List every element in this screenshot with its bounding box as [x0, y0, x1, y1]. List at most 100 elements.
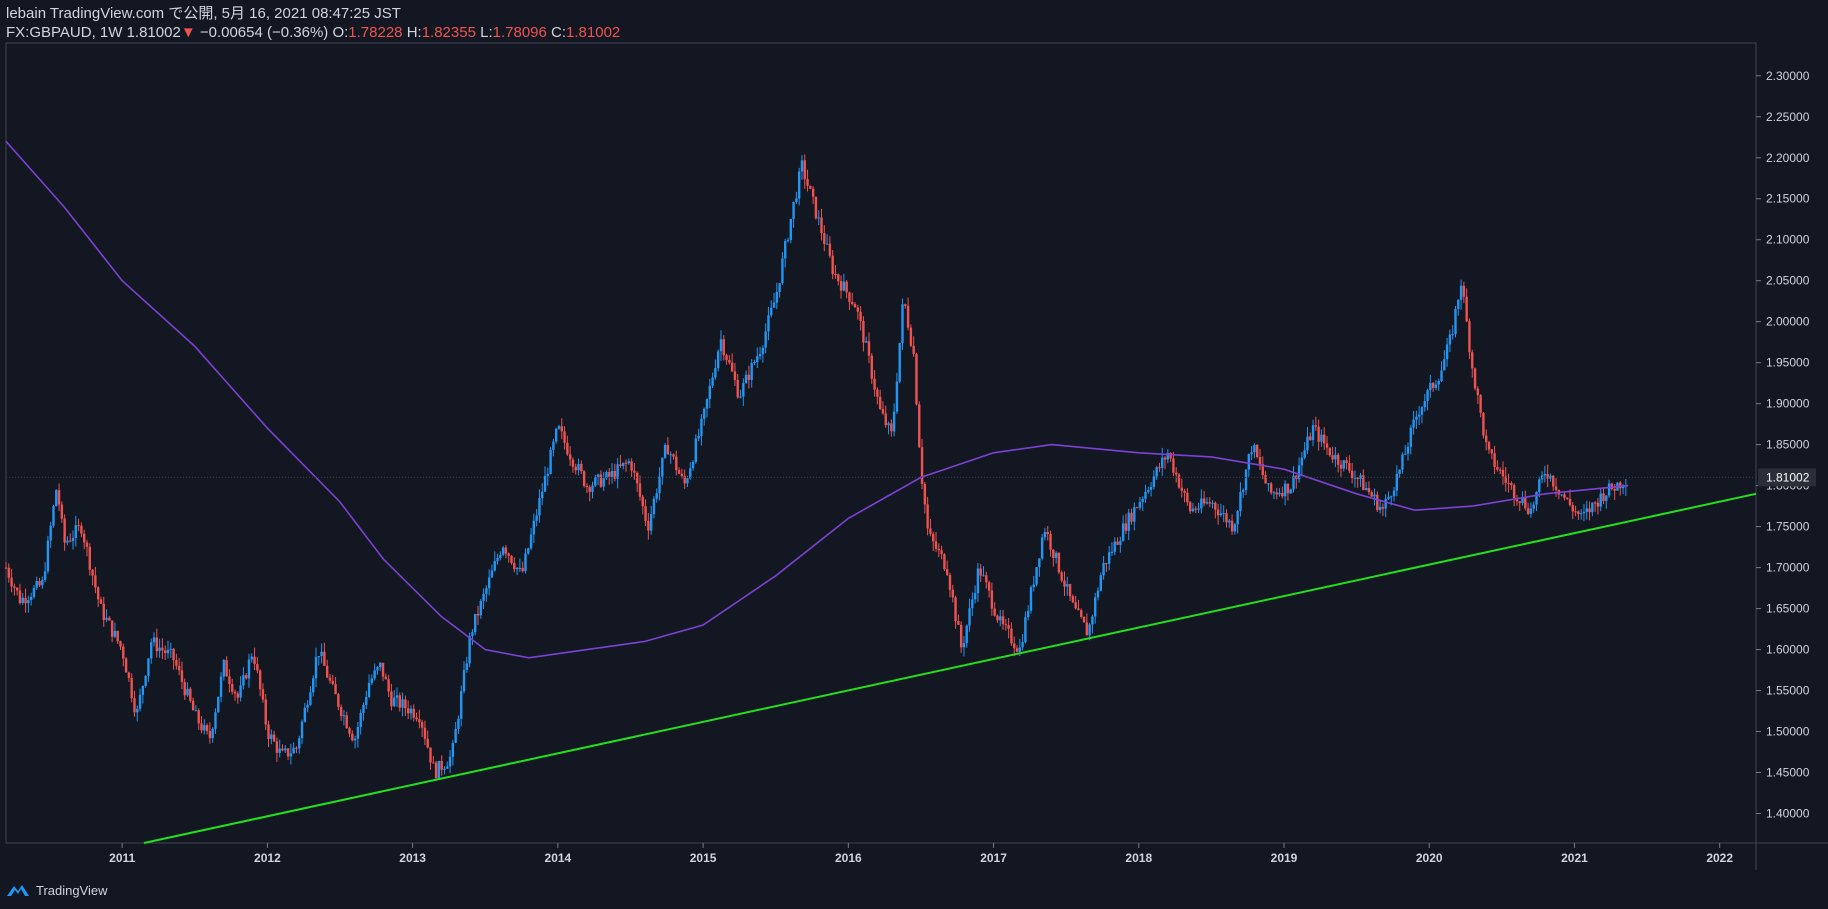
support-trendline[interactable] [143, 492, 1757, 844]
candle-body [1370, 492, 1373, 497]
candle-body [1205, 502, 1209, 504]
candle-body [915, 354, 918, 405]
price-axis[interactable]: 1.40000 1.45000 1.50000 1.55000 1.60000 1.650… [1756, 69, 1810, 821]
candle-body [1588, 508, 1591, 513]
candle-body [1021, 642, 1024, 648]
candle-body [825, 243, 829, 245]
candle-body [1339, 464, 1343, 469]
candle-body [1088, 624, 1091, 636]
candle-body [1529, 508, 1533, 514]
candle-body [211, 728, 214, 739]
candle-body [1155, 467, 1158, 477]
candle-body [1124, 523, 1128, 531]
candle-body [663, 444, 667, 458]
candle-body [275, 741, 279, 753]
candle-body [127, 672, 131, 678]
candle-body [1222, 512, 1225, 514]
candle-body [666, 444, 670, 455]
candle-body [1147, 489, 1150, 492]
publish-line: lebain TradingView.com で公開, 5月 16, 2021 … [6, 5, 401, 22]
candle-body [859, 311, 862, 321]
candle-body [476, 613, 480, 616]
y-tick-label: 1.55000 [1766, 684, 1810, 698]
candle-body [1566, 497, 1569, 499]
candle-body [208, 731, 212, 739]
candle-body [231, 684, 234, 692]
candle-body [1116, 541, 1119, 545]
x-tick-label: 2017 [980, 851, 1007, 865]
candle-body [1498, 469, 1502, 471]
candle-body [1457, 299, 1460, 309]
candle-body [1004, 624, 1008, 626]
candle-body [733, 371, 737, 380]
candle-body [1038, 558, 1041, 568]
candle-body [409, 708, 413, 714]
candle-body [281, 748, 284, 751]
candle-body [1032, 584, 1035, 588]
candle-body [487, 577, 491, 589]
candle-body [1317, 426, 1320, 442]
candle-body [661, 457, 664, 477]
candle-body [1482, 412, 1485, 436]
y-tick-label: 1.40000 [1766, 806, 1810, 820]
candle-body [1546, 473, 1549, 479]
candle-body [1197, 508, 1200, 510]
candle-body [1024, 617, 1027, 643]
candle-body [828, 243, 832, 256]
candle-body [918, 404, 921, 448]
trendline-layer[interactable] [143, 492, 1757, 844]
candle-body [1242, 489, 1245, 492]
candle-body [247, 659, 251, 679]
last-price-badge [1758, 468, 1816, 487]
candle-body [744, 374, 748, 384]
candle-body [1392, 490, 1396, 497]
candle-body [1230, 520, 1234, 532]
candle-body [1563, 494, 1566, 498]
x-tick-label: 2015 [690, 851, 717, 865]
candle-body [554, 428, 558, 442]
candle-body [605, 472, 608, 479]
candle-body [236, 693, 240, 698]
candle-body [119, 641, 122, 647]
chart-header: lebain TradingView.com で公開, 5月 16, 2021 … [6, 4, 620, 42]
candle-body [1094, 597, 1097, 617]
candle-body [351, 733, 354, 741]
candle-body [1138, 501, 1142, 508]
candle-body [320, 651, 323, 657]
candle-body [448, 756, 452, 767]
time-axis[interactable]: 2011 2012 2013 2014 2015 2016 2017 2018 2019 2020… [109, 843, 1733, 865]
candle-body [1144, 491, 1147, 499]
candle-body [393, 697, 396, 707]
candle-body [379, 662, 382, 668]
y-tick-label: 2.15000 [1766, 192, 1810, 206]
candle-body [976, 568, 980, 594]
candle-body [1250, 452, 1253, 455]
candle-body [1255, 445, 1259, 458]
candle-body [809, 185, 812, 189]
candle-body [96, 587, 100, 600]
candle-body [1233, 524, 1237, 532]
candle-body [1415, 416, 1418, 420]
candle-body [499, 554, 502, 558]
candle-body [1493, 453, 1496, 467]
candle-body [943, 554, 946, 570]
candle-body [546, 473, 550, 476]
candle-body [730, 362, 734, 372]
candle-body [1007, 625, 1010, 629]
candle-body [1054, 552, 1058, 558]
candle-body [996, 615, 999, 621]
candle-body [342, 715, 346, 717]
tradingview-brand: TradingView [36, 882, 108, 898]
candle-body [468, 636, 471, 664]
candle-body [295, 747, 298, 749]
candle-body [1532, 504, 1535, 509]
candle-body [817, 217, 820, 219]
candle-body [1521, 497, 1524, 504]
candle-body [507, 553, 510, 556]
candle-body [55, 490, 58, 507]
candle-body [1029, 587, 1033, 611]
candle-body [1599, 493, 1602, 507]
candle-body [1152, 476, 1156, 487]
candle-body [775, 291, 779, 303]
